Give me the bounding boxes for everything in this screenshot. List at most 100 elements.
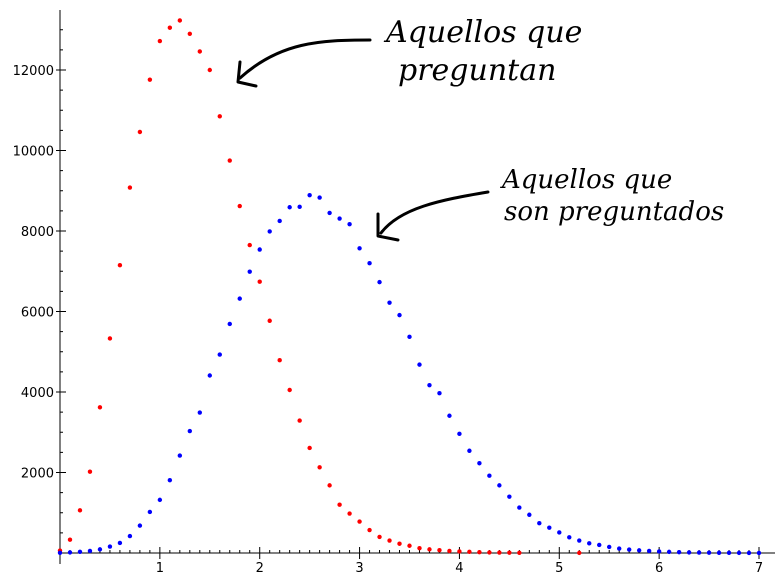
annotation-2-line1: Aquellos que — [500, 165, 672, 195]
annotation-1-line2: preguntan — [398, 53, 556, 88]
data-point-series-2 — [297, 204, 302, 210]
annotation-2-line2: son preguntados — [504, 197, 724, 227]
data-point-series-2 — [706, 550, 712, 555]
data-point-series-1 — [247, 242, 252, 248]
data-point-series-1 — [507, 550, 512, 555]
data-point-series-1 — [357, 519, 362, 524]
data-point-series-2 — [447, 413, 452, 418]
data-point-series-2 — [247, 269, 252, 274]
data-point-series-2 — [626, 547, 632, 552]
data-point-series-2 — [407, 334, 412, 340]
data-point-series-2 — [137, 523, 143, 528]
data-point-series-2 — [716, 550, 722, 555]
data-point-series-2 — [217, 352, 222, 357]
data-point-series-2 — [127, 533, 133, 539]
data-point-series-2 — [107, 544, 113, 549]
data-point-series-1 — [187, 31, 193, 36]
data-point-series-2 — [696, 550, 702, 555]
data-point-series-2 — [207, 373, 212, 378]
annotation-preguntan: Aquellos que preguntan — [236, 15, 582, 88]
data-point-series-2 — [756, 550, 762, 556]
data-point-series-2 — [377, 279, 382, 285]
data-point-series-2 — [427, 382, 432, 388]
data-point-series-1 — [77, 508, 83, 513]
data-point-series-1 — [437, 547, 442, 553]
data-point-series-1 — [497, 550, 502, 555]
data-point-series-2 — [646, 548, 652, 554]
data-point-series-2 — [507, 494, 512, 499]
data-point-series-2 — [57, 550, 63, 555]
data-point-series-1 — [417, 545, 422, 551]
data-point-series-2 — [187, 428, 193, 434]
data-point-series-2 — [357, 246, 362, 251]
data-point-series-2 — [666, 549, 672, 555]
y-tick-label: 8000 — [21, 225, 54, 240]
data-point-series-2 — [547, 525, 552, 530]
data-point-series-1 — [137, 129, 143, 135]
data-point-series-1 — [407, 543, 412, 548]
data-point-series-1 — [107, 336, 113, 341]
data-point-series-2 — [87, 548, 93, 554]
data-point-series-2 — [277, 218, 282, 224]
data-point-series-2 — [537, 521, 542, 526]
data-point-series-1 — [347, 511, 352, 516]
data-point-series-2 — [617, 546, 622, 551]
data-point-series-2 — [227, 321, 232, 327]
x-tick-label: 7 — [755, 561, 763, 576]
data-point-series-2 — [497, 483, 502, 488]
data-point-series-2 — [167, 477, 173, 483]
data-point-series-2 — [487, 473, 492, 478]
data-point-series-2 — [656, 549, 662, 554]
data-point-series-2 — [367, 261, 372, 266]
data-point-series-1 — [147, 77, 153, 82]
data-point-series-2 — [736, 550, 742, 556]
data-point-series-1 — [217, 114, 222, 119]
x-tick-label: 3 — [355, 561, 363, 576]
chart-marks — [57, 18, 762, 556]
data-point-series-1 — [397, 541, 402, 546]
arrow-1-head — [236, 60, 258, 88]
data-point-series-1 — [457, 549, 462, 554]
data-point-series-2 — [746, 550, 752, 556]
x-tick-label: 6 — [655, 561, 663, 576]
data-point-series-1 — [157, 38, 163, 44]
x-tick-label: 1 — [156, 561, 164, 576]
data-point-series-2 — [307, 192, 312, 198]
data-point-series-2 — [317, 195, 322, 200]
data-point-series-1 — [227, 158, 232, 163]
data-point-series-2 — [157, 497, 163, 503]
data-point-series-2 — [397, 312, 402, 318]
data-point-series-2 — [117, 540, 123, 546]
axes: 1 2 3 4 5 6 7 2000 4000 6000 8000 10000 12000 — [13, 10, 775, 576]
data-point-series-2 — [67, 550, 73, 555]
data-point-series-1 — [487, 550, 492, 555]
data-point-series-1 — [127, 185, 133, 190]
data-point-series-2 — [197, 410, 202, 415]
data-point-series-2 — [457, 431, 462, 437]
data-point-series-1 — [177, 18, 183, 23]
data-point-series-1 — [337, 502, 342, 507]
data-point-series-1 — [427, 547, 432, 552]
data-point-series-1 — [197, 49, 202, 54]
data-point-series-1 — [287, 387, 292, 393]
data-point-series-1 — [87, 469, 93, 474]
data-point-series-2 — [287, 205, 292, 210]
data-point-series-2 — [607, 544, 612, 550]
data-point-series-1 — [117, 263, 123, 268]
data-point-series-1 — [447, 548, 452, 554]
data-point-series-1 — [167, 25, 173, 30]
data-point-series-1 — [307, 445, 312, 451]
data-point-series-1 — [377, 534, 382, 540]
data-point-series-1 — [317, 465, 322, 470]
y-tick-label: 4000 — [21, 386, 54, 401]
data-point-series-1 — [257, 279, 262, 284]
data-point-series-2 — [477, 461, 482, 466]
data-point-series-2 — [726, 550, 732, 556]
arrow-2-shaft — [379, 190, 490, 235]
data-point-series-2 — [527, 512, 532, 517]
data-point-series-2 — [267, 229, 272, 234]
data-point-series-2 — [327, 210, 332, 216]
data-point-series-2 — [147, 509, 153, 515]
y-tick-label: 6000 — [21, 306, 54, 321]
